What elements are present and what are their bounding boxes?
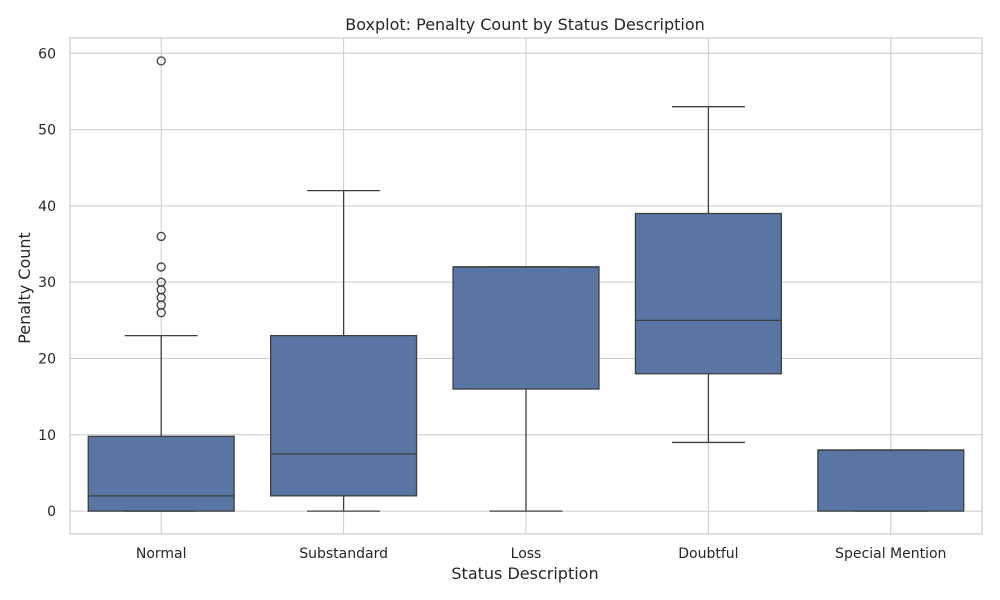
chart-title: Boxplot: Penalty Count by Status Descrip…	[345, 15, 705, 34]
box-iqr	[817, 449, 965, 512]
x-tick-label: Doubtful	[678, 546, 738, 562]
y-tick-label: 20	[38, 351, 56, 367]
box-group	[452, 266, 600, 512]
y-tick-label: 10	[38, 428, 56, 444]
y-tick-label: 0	[47, 504, 56, 520]
box-iqr	[452, 266, 600, 390]
box-group	[817, 449, 965, 512]
x-tick-label: Substandard	[299, 546, 388, 562]
box-iqr	[269, 334, 418, 497]
box-iqr	[634, 212, 783, 375]
box-group	[269, 189, 418, 512]
y-tick-label: 60	[38, 46, 56, 62]
y-tick-label: 50	[38, 123, 56, 139]
y-tick-label: 40	[38, 199, 56, 215]
outlier-point	[156, 277, 166, 287]
outlier-point	[156, 56, 166, 66]
box-group	[87, 56, 235, 512]
box-layer	[87, 56, 965, 512]
outlier-point	[156, 262, 166, 272]
x-axis-title: Status Description	[451, 564, 598, 583]
box-iqr	[87, 435, 235, 512]
x-tick-label: Loss	[511, 546, 542, 562]
tick-labels: 0 10 20 30 40 50 60 Normal Substandard Loss Doubtf…	[38, 46, 946, 562]
y-tick-label: 30	[38, 275, 56, 291]
y-axis-title: Penalty Count	[15, 232, 34, 344]
box-group	[634, 106, 783, 444]
x-tick-label: Normal	[136, 546, 187, 562]
x-tick-label: Special Mention	[835, 546, 946, 562]
plot-frame	[69, 37, 983, 535]
outlier-point	[156, 231, 166, 242]
